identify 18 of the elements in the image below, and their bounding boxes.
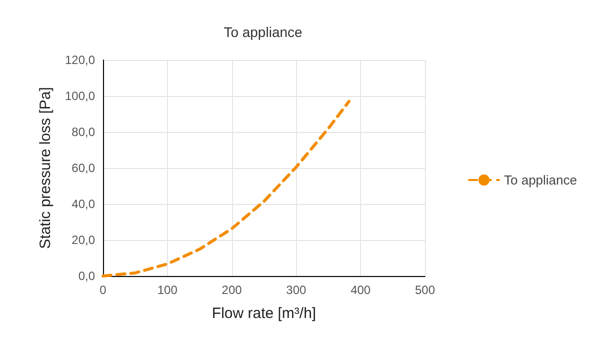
y-tick-label: 60,0 [72,161,96,175]
y-tick-label: 100,0 [64,89,96,103]
y-tick-label: 120,0 [64,53,96,67]
x-axis-title: Flow rate [m³/h] [212,305,316,322]
y-tick-label: 40,0 [72,197,96,211]
y-tick-label: 80,0 [72,125,96,139]
x-tick-label: 500 [414,283,436,297]
x-tick-label: 200 [222,283,242,297]
legend-label: To appliance [504,172,577,188]
x-tick-label: 400 [350,283,371,297]
x-tick-label: 0 [100,283,107,297]
line-series [102,100,351,278]
x-tick-label: 100 [157,283,178,297]
y-tick-label: 20,0 [72,233,96,247]
x-tick-label: 300 [286,283,307,297]
chart-title: To appliance [224,24,303,40]
y-axis-title: Static pressure loss [Pa] [37,87,54,249]
y-tick-label: 0,0 [78,269,96,283]
